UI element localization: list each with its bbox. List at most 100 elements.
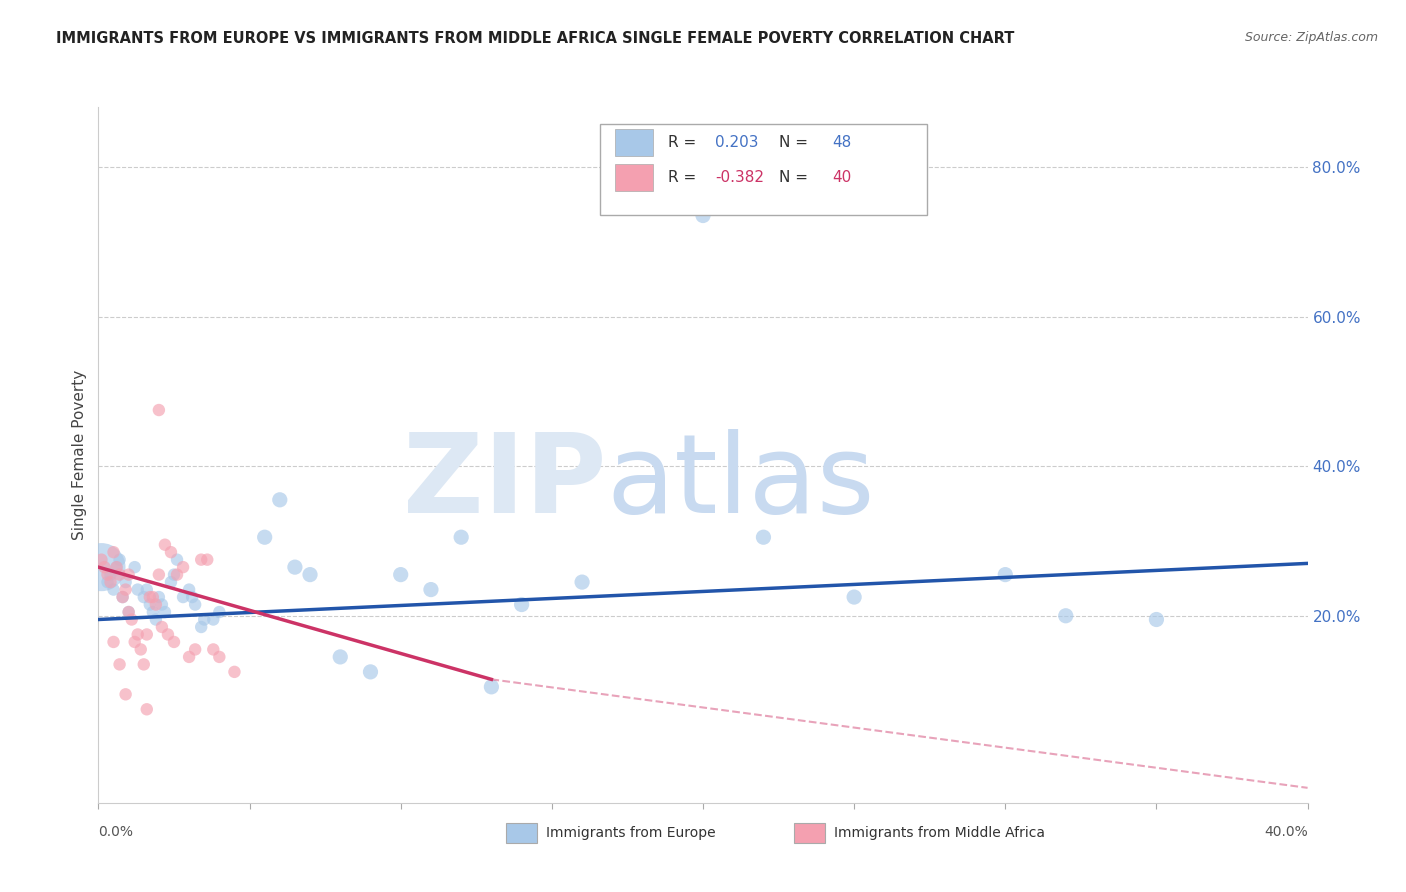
Point bbox=[179, 649, 201, 664]
Point bbox=[450, 530, 472, 544]
Point bbox=[124, 635, 146, 649]
Point bbox=[145, 598, 167, 612]
Point bbox=[208, 605, 231, 619]
Point bbox=[111, 590, 134, 604]
Point bbox=[190, 552, 212, 566]
Point bbox=[96, 567, 118, 582]
Point bbox=[100, 567, 122, 582]
Text: N =: N = bbox=[779, 135, 813, 150]
Point bbox=[108, 657, 131, 672]
Point bbox=[118, 605, 141, 619]
Text: atlas: atlas bbox=[606, 429, 875, 536]
Point bbox=[90, 560, 112, 574]
Point bbox=[190, 620, 212, 634]
Point bbox=[481, 680, 503, 694]
Point bbox=[108, 552, 131, 566]
Point bbox=[510, 598, 533, 612]
Point bbox=[135, 582, 157, 597]
Point bbox=[752, 530, 775, 544]
Point bbox=[160, 545, 183, 559]
Point bbox=[124, 560, 146, 574]
Point bbox=[132, 590, 155, 604]
Point bbox=[253, 530, 276, 544]
Point bbox=[163, 635, 186, 649]
Point bbox=[166, 552, 188, 566]
Point bbox=[118, 605, 141, 619]
Point bbox=[145, 613, 167, 627]
Point bbox=[329, 649, 352, 664]
Text: R =: R = bbox=[668, 135, 702, 150]
Point bbox=[142, 590, 165, 604]
Point bbox=[184, 598, 207, 612]
Point bbox=[202, 613, 225, 627]
Point bbox=[172, 560, 194, 574]
Text: 0.203: 0.203 bbox=[716, 135, 759, 150]
Point bbox=[93, 560, 115, 574]
Point bbox=[994, 567, 1017, 582]
Point bbox=[114, 582, 136, 597]
Point bbox=[139, 598, 162, 612]
Point bbox=[148, 590, 170, 604]
Point bbox=[103, 582, 125, 597]
Point bbox=[389, 567, 412, 582]
FancyBboxPatch shape bbox=[600, 124, 927, 215]
Point bbox=[111, 590, 134, 604]
Point bbox=[103, 545, 125, 559]
Point bbox=[195, 552, 218, 566]
Point bbox=[360, 665, 382, 679]
Point bbox=[127, 627, 149, 641]
Point bbox=[121, 613, 143, 627]
Point bbox=[153, 538, 176, 552]
Point bbox=[105, 560, 128, 574]
Text: 0.0%: 0.0% bbox=[98, 825, 134, 839]
Point bbox=[160, 575, 183, 590]
Point bbox=[129, 642, 152, 657]
Point bbox=[284, 560, 307, 574]
Point bbox=[132, 657, 155, 672]
FancyBboxPatch shape bbox=[614, 129, 654, 156]
Text: Immigrants from Middle Africa: Immigrants from Middle Africa bbox=[834, 826, 1045, 840]
Text: Source: ZipAtlas.com: Source: ZipAtlas.com bbox=[1244, 31, 1378, 45]
Point bbox=[150, 598, 173, 612]
Point bbox=[105, 560, 128, 574]
Point bbox=[299, 567, 322, 582]
Point bbox=[1054, 608, 1077, 623]
Text: 48: 48 bbox=[832, 135, 852, 150]
Point bbox=[150, 620, 173, 634]
Point bbox=[224, 665, 246, 679]
Point bbox=[692, 209, 714, 223]
Point bbox=[571, 575, 593, 590]
Point bbox=[127, 582, 149, 597]
Point bbox=[148, 403, 170, 417]
Text: R =: R = bbox=[668, 169, 702, 185]
Point bbox=[269, 492, 291, 507]
Y-axis label: Single Female Poverty: Single Female Poverty bbox=[72, 370, 87, 540]
Point bbox=[135, 627, 157, 641]
Point bbox=[208, 649, 231, 664]
Point bbox=[90, 552, 112, 566]
Point bbox=[100, 575, 122, 590]
Point bbox=[193, 613, 215, 627]
Point bbox=[103, 635, 125, 649]
Point bbox=[139, 590, 162, 604]
Point bbox=[148, 567, 170, 582]
Text: IMMIGRANTS FROM EUROPE VS IMMIGRANTS FROM MIDDLE AFRICA SINGLE FEMALE POVERTY CO: IMMIGRANTS FROM EUROPE VS IMMIGRANTS FRO… bbox=[56, 31, 1015, 46]
Point bbox=[114, 575, 136, 590]
Text: Immigrants from Europe: Immigrants from Europe bbox=[546, 826, 716, 840]
Point bbox=[156, 627, 179, 641]
Point bbox=[420, 582, 443, 597]
Point bbox=[172, 590, 194, 604]
Text: 40: 40 bbox=[832, 169, 852, 185]
Point bbox=[181, 590, 204, 604]
Point bbox=[202, 642, 225, 657]
Point bbox=[844, 590, 866, 604]
Text: N =: N = bbox=[779, 169, 813, 185]
Text: 40.0%: 40.0% bbox=[1264, 825, 1308, 839]
Point bbox=[179, 582, 201, 597]
Point bbox=[114, 687, 136, 701]
Point bbox=[1144, 613, 1167, 627]
Text: ZIP: ZIP bbox=[404, 429, 606, 536]
Point bbox=[118, 567, 141, 582]
FancyBboxPatch shape bbox=[614, 164, 654, 191]
Point bbox=[96, 575, 118, 590]
